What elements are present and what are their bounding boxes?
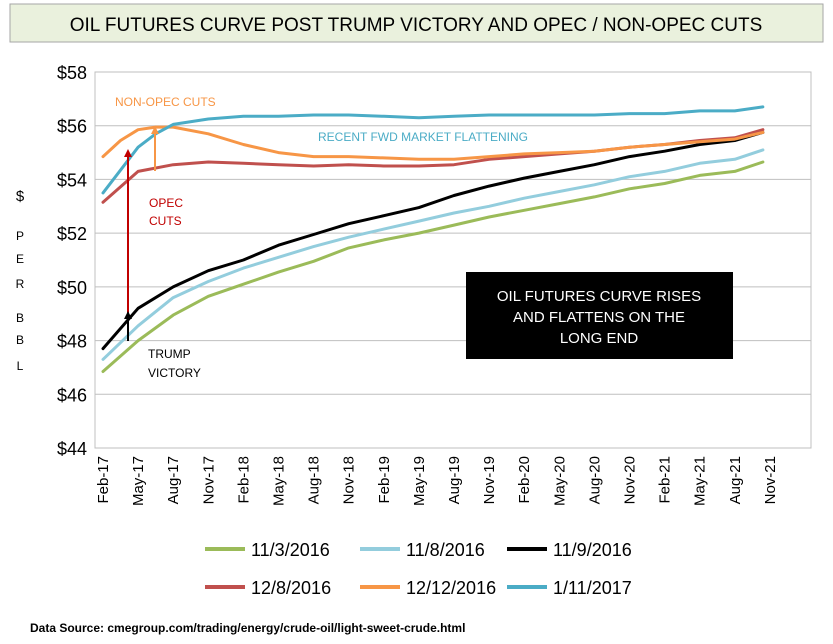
x-tick-label: Aug-21 [727,456,744,504]
x-tick-label: May-20 [551,456,568,506]
x-tick-label: Nov-18 [341,456,358,504]
x-tick-label: Feb-17 [95,456,112,504]
x-tick-label: Aug-20 [586,456,603,504]
x-tick-label: Feb-19 [376,456,393,504]
x-axis-ticks: Feb-17 May-17 Aug-17 Nov-17 Feb-18 May-18 Aug-… [95,456,779,506]
legend-label: 11/9/2016 [553,540,632,560]
y-tick-label: $52 [57,224,87,244]
y-tick-label: $46 [57,385,87,405]
y-axis-label-letter: B [16,333,24,347]
series-line-12-12-2016 [101,125,765,161]
data-source: Data Source: cmegroup.com/trading/energy… [30,621,465,635]
opec-label-line1: OPEC [149,196,183,210]
y-tick-label: $54 [57,170,87,190]
x-tick-label: Nov-17 [200,456,217,504]
y-axis-label-letter: P [16,229,24,243]
series-lines [101,105,765,373]
x-tick-label: May-18 [271,456,288,506]
opec-label-line2: CUTS [149,214,182,228]
y-axis-label-letter: E [16,252,24,266]
title-banner [9,3,824,43]
x-tick-label: Feb-21 [657,456,674,504]
x-tick-label: Feb-20 [516,456,533,504]
legend-label: 11/3/2016 [251,540,330,560]
y-axis-label-letter: L [17,359,24,373]
y-tick-label: $48 [57,332,87,352]
legend-label: 12/8/2016 [251,578,331,598]
legend-label: 12/12/2016 [406,578,496,598]
series-line-11-8-2016 [101,148,765,361]
chart-title: OIL FUTURES CURVE POST TRUMP VICTORY AND… [70,15,763,36]
y-axis-label-letter: B [16,311,24,325]
series-line-11-9-2016 [101,130,765,351]
x-tick-label: May-17 [130,456,147,506]
series-line-11-3-2016 [101,160,765,373]
callout-line2: AND FLATTENS ON THE [513,309,685,326]
x-tick-label: Feb-18 [235,456,252,504]
trump-label-line1: TRUMP [148,347,191,361]
plot-frame [94,71,812,449]
x-tick-label: May-21 [692,456,709,506]
legend: 11/3/2016 11/8/2016 11/9/2016 12/8/2016 12/1… [205,540,632,598]
series-line-1-11-2017 [101,105,765,195]
x-tick-label: Nov-19 [481,456,498,504]
non-opec-cuts-label: NON-OPEC CUTS [115,95,216,109]
y-axis-label-letter: R [16,277,25,291]
x-tick-label: May-19 [411,456,428,506]
legend-label: 1/11/2017 [553,578,632,598]
y-axis-ticks: $44 $46 $48 $50 $52 $54 $56 $58 [57,63,87,459]
y-tick-label: $44 [57,439,87,459]
flattening-label: RECENT FWD MARKET FLATTENING [318,130,528,144]
x-tick-label: Aug-17 [165,456,182,504]
callout-line3: LONG END [560,330,639,347]
x-tick-label: Nov-21 [762,456,779,504]
x-tick-label: Aug-18 [306,456,323,504]
y-axis-label-letter: $ [16,188,25,205]
x-tick-label: Nov-20 [622,456,639,504]
gridlines [95,71,811,449]
y-tick-label: $56 [57,117,87,137]
callout-line1: OIL FUTURES CURVE RISES [497,288,701,305]
legend-label: 11/8/2016 [406,540,485,560]
y-tick-label: $58 [57,63,87,83]
trump-label-line2: VICTORY [148,366,201,380]
x-tick-label: Aug-19 [446,456,463,504]
callout-box [466,272,733,359]
y-tick-label: $50 [57,278,87,298]
